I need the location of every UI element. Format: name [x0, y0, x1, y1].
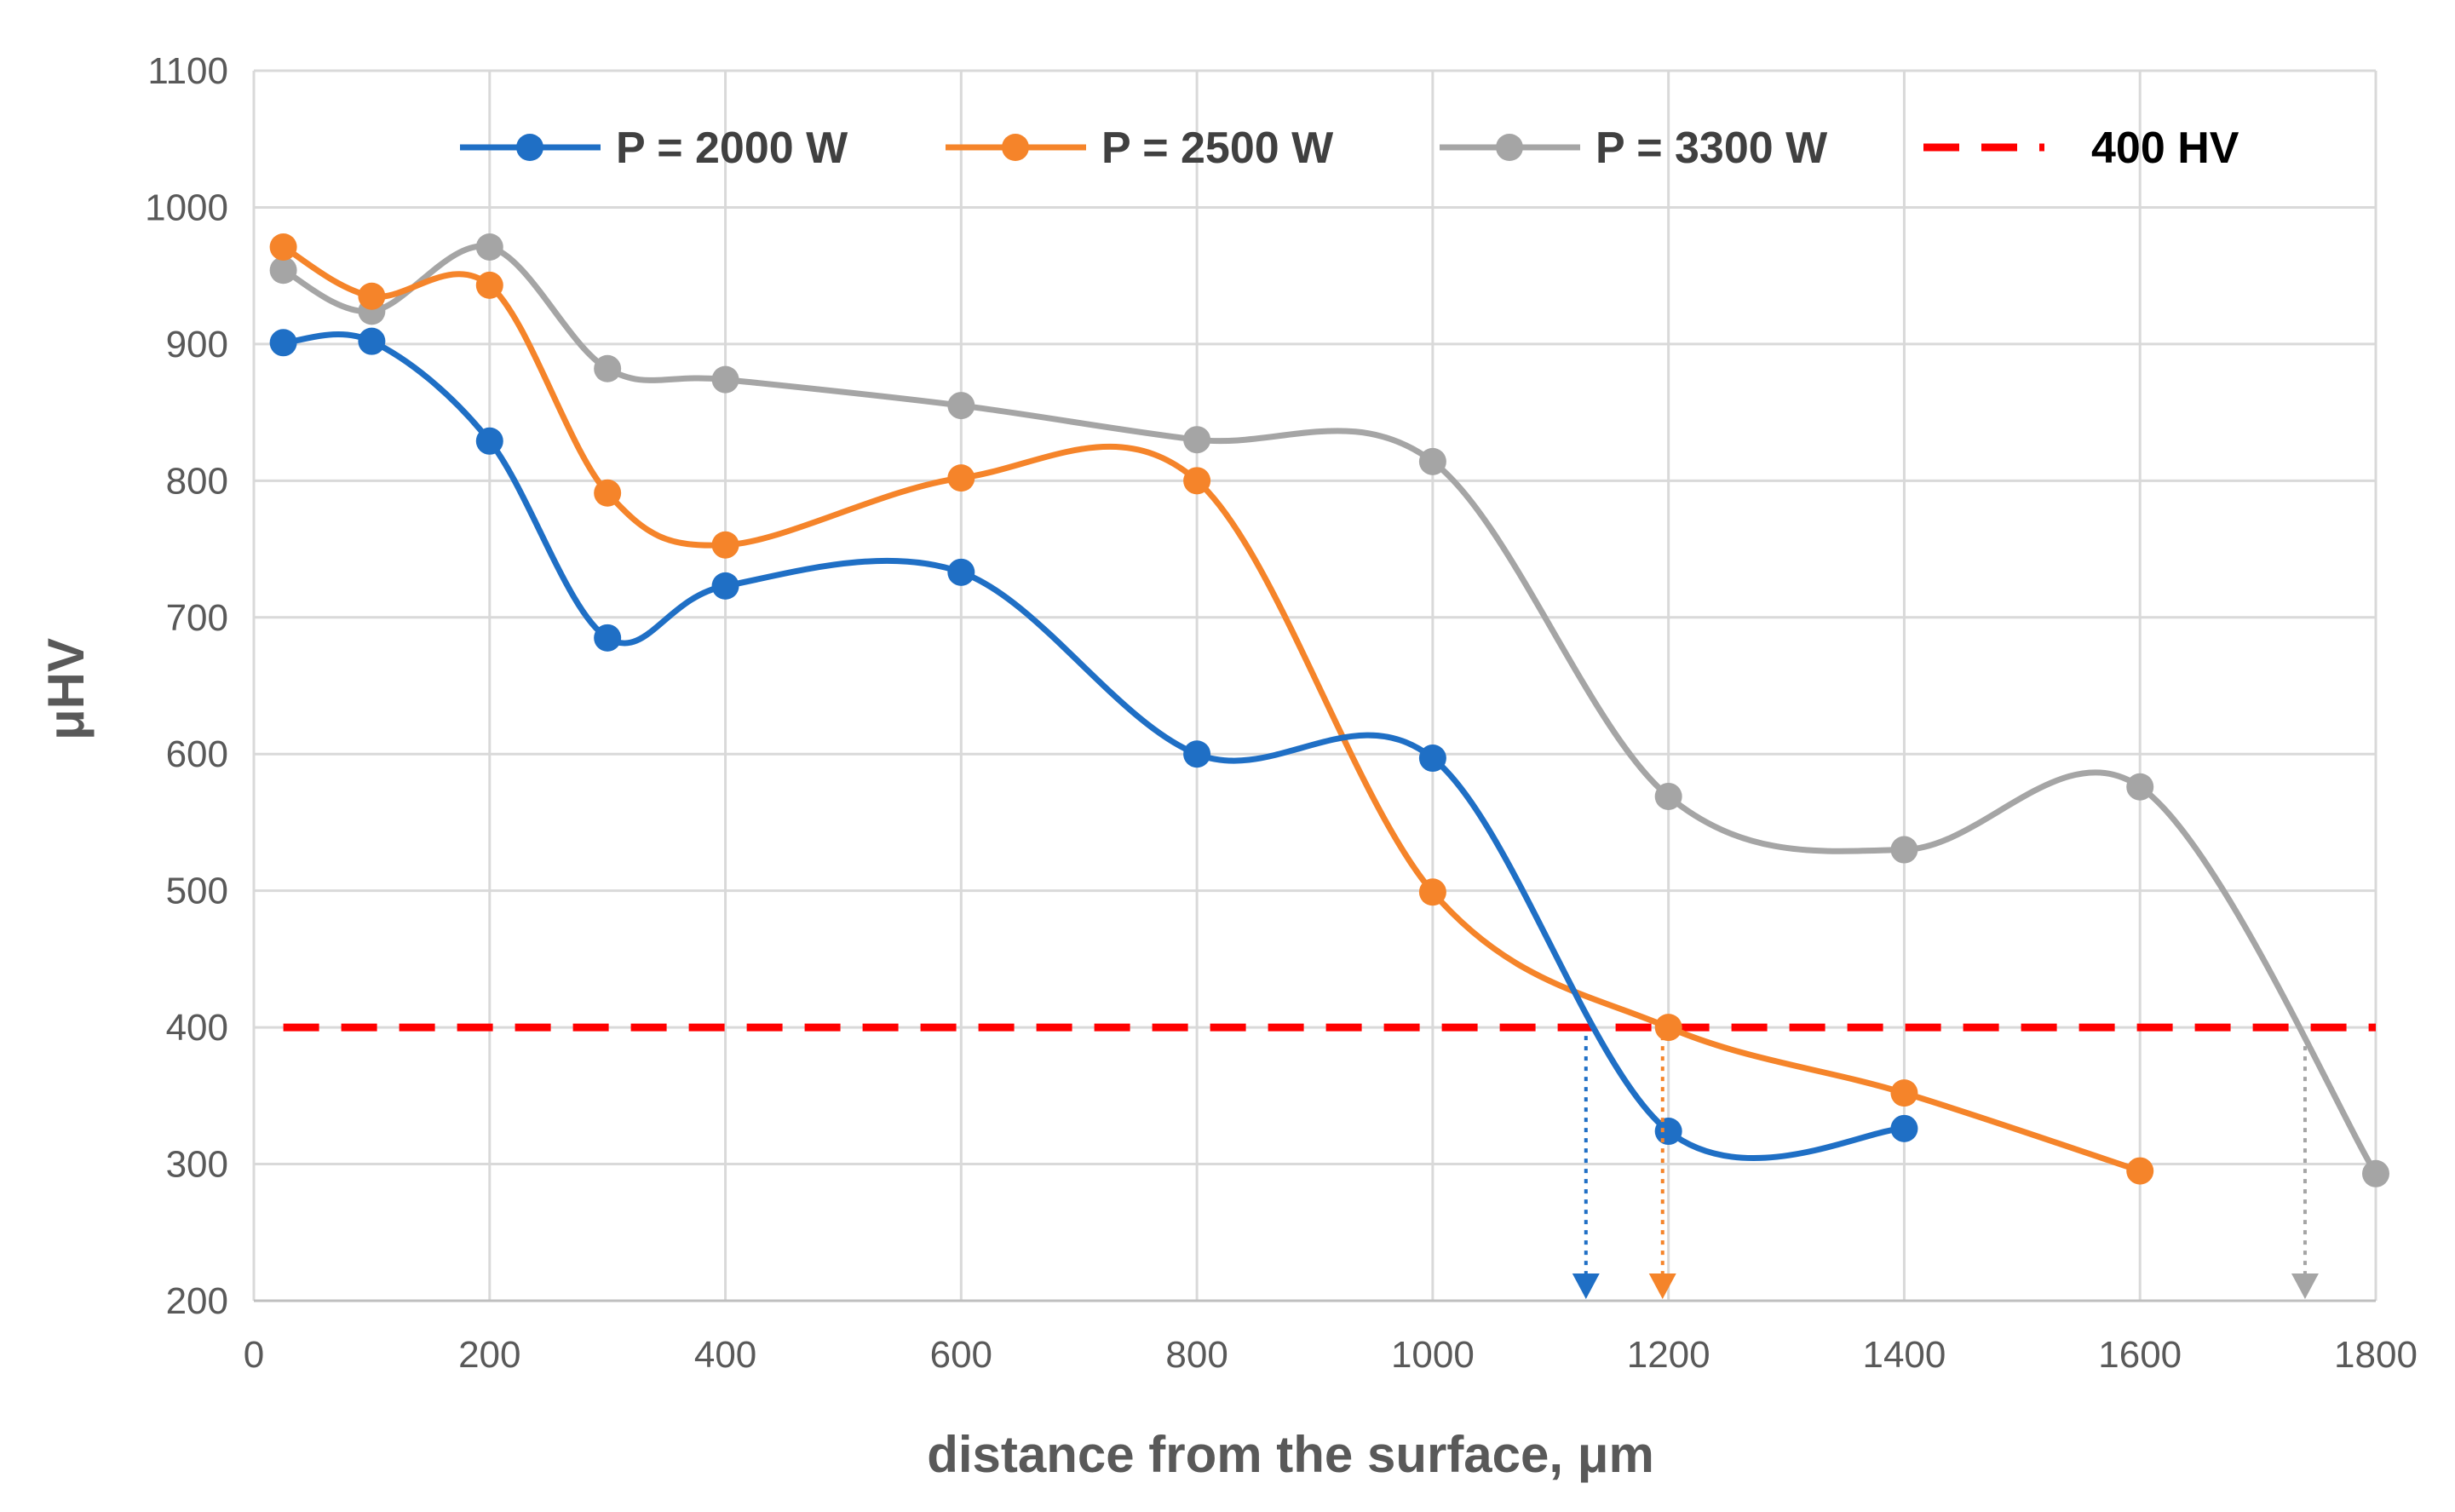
data-point-p-2000-w — [711, 572, 739, 600]
x-tick-label: 400 — [694, 1334, 756, 1376]
data-point-p-3300-w — [2126, 773, 2154, 801]
legend-label-threshold: 400 HV — [2091, 124, 2239, 173]
y-tick-label: 500 — [166, 871, 228, 912]
data-point-p-2000-w — [947, 558, 975, 586]
x-tick-label: 1800 — [2334, 1334, 2418, 1376]
data-point-p-2500-w — [269, 233, 297, 261]
data-point-p-3300-w — [2362, 1159, 2389, 1187]
data-point-p-3300-w — [594, 354, 622, 382]
data-point-p-2500-w — [358, 282, 386, 310]
x-tick-label: 0 — [244, 1334, 264, 1376]
data-point-p-2500-w — [947, 464, 975, 492]
x-axis-title: distance from the surface, μm — [927, 1426, 1654, 1483]
data-point-p-2000-w — [475, 427, 503, 455]
x-tick-label: 200 — [458, 1334, 520, 1376]
y-tick-label: 1100 — [147, 50, 228, 92]
data-point-p-3300-w — [1890, 836, 1918, 864]
legend-label-p-2000-w: P = 2000 W — [616, 124, 848, 173]
series-line-p-2500-w — [280, 244, 2143, 1175]
data-point-p-2000-w — [1418, 745, 1446, 773]
data-point-p-2500-w — [1418, 878, 1446, 906]
data-point-p-2500-w — [711, 531, 739, 559]
y-tick-label: 700 — [166, 597, 228, 639]
data-point-p-3300-w — [1183, 426, 1211, 454]
x-tick-label: 1600 — [2098, 1334, 2182, 1376]
data-point-p-3300-w — [269, 256, 297, 285]
cutoff-arrow-p-2000-w — [1572, 1273, 1600, 1299]
data-point-p-2500-w — [1890, 1079, 1918, 1107]
series-line-p-3300-w — [280, 243, 2379, 1177]
data-point-p-3300-w — [475, 233, 503, 261]
y-tick-label: 200 — [166, 1280, 228, 1322]
data-point-p-3300-w — [1654, 782, 1682, 810]
data-point-p-2000-w — [594, 624, 622, 652]
data-point-p-2500-w — [475, 271, 503, 299]
grid-layer — [252, 69, 2377, 1302]
cutoff-arrow-p-2500-w — [1648, 1273, 1676, 1299]
x-tick-label: 1000 — [1391, 1334, 1475, 1376]
y-tick-label: 1000 — [145, 187, 228, 228]
y-tick-label: 600 — [166, 733, 228, 775]
x-tick-label: 800 — [1165, 1334, 1228, 1376]
data-point-p-2500-w — [2126, 1157, 2154, 1185]
legend: P = 2000 W P = 2500 W P = 3300 W 400 HV — [460, 124, 2239, 173]
y-axis-title: μHV — [37, 638, 95, 740]
legend-marker-p-2500-w — [1002, 134, 1029, 161]
data-point-p-3300-w — [1418, 447, 1446, 475]
legend-marker-p-3300-w — [1496, 134, 1523, 161]
series-layer — [269, 233, 2389, 1187]
data-point-p-2000-w — [1890, 1114, 1918, 1142]
data-point-p-2000-w — [1654, 1118, 1682, 1146]
x-tick-label: 1400 — [1862, 1334, 1946, 1376]
data-point-p-2000-w — [269, 329, 297, 357]
data-point-p-2500-w — [1654, 1014, 1682, 1042]
y-tick-label: 300 — [166, 1144, 228, 1186]
data-point-p-2000-w — [1183, 740, 1211, 768]
data-point-p-3300-w — [711, 365, 739, 394]
y-tick-label: 900 — [166, 324, 228, 365]
y-tick-label: 400 — [166, 1007, 228, 1049]
data-point-p-2500-w — [594, 479, 622, 507]
cutoff-arrows — [1572, 1036, 2319, 1299]
legend-label-p-3300-w: P = 3300 W — [1595, 124, 1828, 173]
data-point-p-2500-w — [1183, 467, 1211, 495]
data-point-p-3300-w — [947, 392, 975, 420]
tick-labels: 200 300 400 500 600 700 800 900 1000 1100 0 200 400 6… — [145, 50, 2418, 1376]
legend-marker-p-2000-w — [516, 134, 543, 161]
data-point-p-2000-w — [358, 327, 386, 355]
legend-label-p-2500-w: P = 2500 W — [1101, 124, 1334, 173]
x-tick-label: 600 — [930, 1334, 992, 1376]
y-tick-label: 800 — [166, 460, 228, 502]
x-tick-label: 1200 — [1627, 1334, 1710, 1376]
cutoff-arrow-p-3300-w — [2291, 1273, 2319, 1299]
